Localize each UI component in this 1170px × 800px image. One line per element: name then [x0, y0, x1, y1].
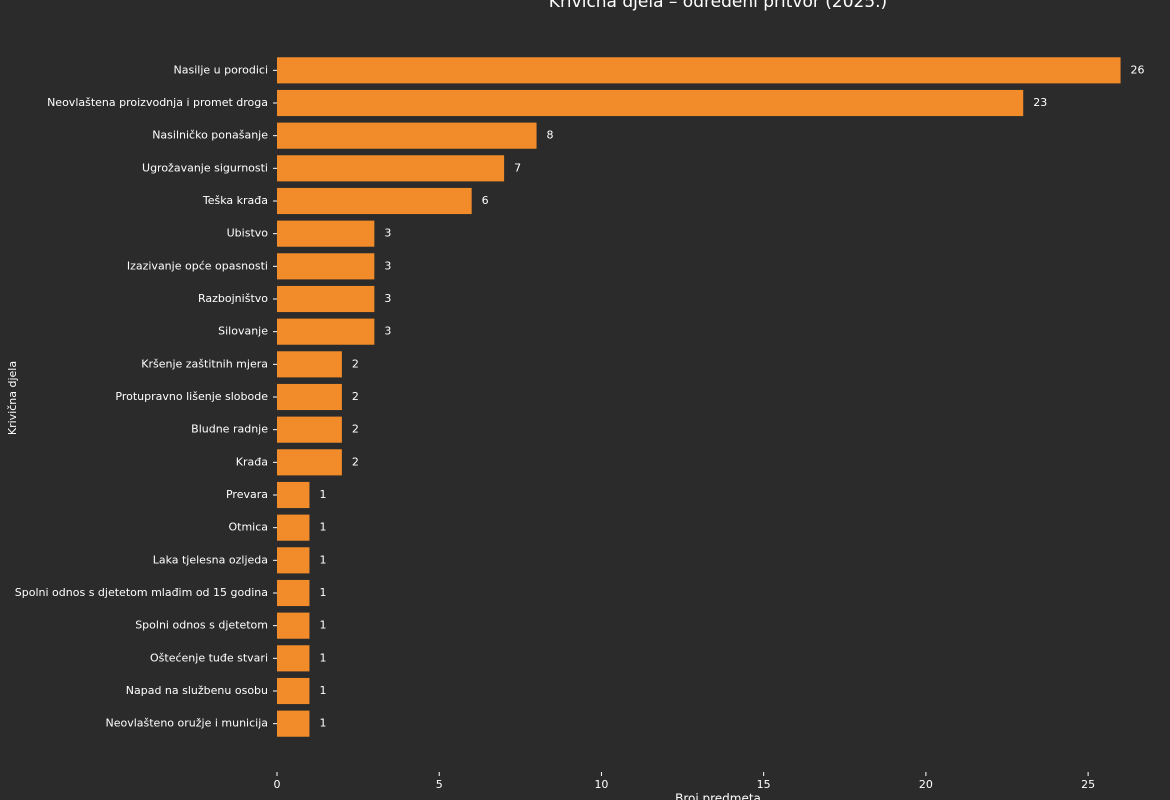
- value-label: 8: [547, 129, 554, 142]
- bar: [277, 579, 310, 607]
- value-label: 1: [319, 684, 326, 697]
- bar: [277, 122, 537, 149]
- bar: [277, 57, 1121, 84]
- bar: [277, 645, 310, 672]
- y-tick-label: Razbojništvo: [198, 292, 268, 305]
- x-tick-label: 25: [1081, 778, 1095, 791]
- y-tick-label: Bludne radnje: [191, 423, 268, 436]
- bar: [277, 285, 375, 313]
- value-label: 1: [319, 586, 326, 599]
- y-tick-label: Napad na službenu osobu: [126, 684, 268, 697]
- value-label: 1: [319, 717, 326, 730]
- y-tick-label: Krađa: [236, 455, 268, 468]
- bar: [277, 612, 310, 639]
- y-tick-label: Neovlaštena proizvodnja i promet droga: [47, 96, 268, 109]
- value-label: 26: [1131, 63, 1145, 76]
- value-label: 6: [482, 194, 489, 207]
- bar: [277, 481, 310, 509]
- y-tick-label: Oštećenje tuđe stvari: [150, 651, 268, 664]
- value-label: 3: [384, 259, 391, 272]
- bar: [277, 318, 375, 345]
- x-tick-label: 0: [274, 778, 281, 791]
- y-tick-label: Neovlašteno oružje i municija: [105, 717, 268, 730]
- y-tick-label: Spolni odnos s djetetom mlađim od 15 god…: [15, 586, 268, 599]
- value-label: 3: [384, 325, 391, 338]
- y-tick-label: Nasilničko ponašanje: [152, 129, 268, 142]
- value-label: 1: [319, 619, 326, 632]
- x-tick-label: 15: [757, 778, 771, 791]
- value-label: 2: [352, 423, 359, 436]
- value-label: 2: [352, 357, 359, 370]
- x-tick-label: 20: [919, 778, 933, 791]
- value-label: 1: [319, 521, 326, 534]
- bar: [277, 89, 1024, 117]
- bar: [277, 155, 505, 182]
- bar: [277, 383, 342, 411]
- value-label: 1: [319, 488, 326, 501]
- x-tick-label: 10: [594, 778, 608, 791]
- value-label: 1: [319, 651, 326, 664]
- y-axis-label: Krivična djela: [6, 361, 19, 435]
- y-tick-label: Nasilje u porodici: [174, 63, 268, 76]
- bar: [277, 677, 310, 705]
- bar: [277, 547, 310, 574]
- bar: [277, 187, 472, 215]
- value-label: 7: [514, 161, 521, 174]
- bar: [277, 710, 310, 737]
- y-tick-label: Ubistvo: [227, 227, 269, 240]
- value-label: 2: [352, 455, 359, 468]
- y-tick-label: Otmica: [228, 521, 268, 534]
- y-tick-label: Prevara: [226, 488, 268, 501]
- y-tick-label: Spolni odnos s djetetom: [135, 619, 268, 632]
- y-tick-label: Kršenje zaštitnih mjera: [141, 357, 268, 370]
- bar: [277, 514, 310, 541]
- x-axis-label: Broj predmeta: [675, 792, 761, 800]
- bar: [277, 449, 342, 476]
- y-tick-label: Silovanje: [218, 325, 268, 338]
- chart-title: Krivična djela – određeni pritvor (2025.…: [549, 0, 887, 12]
- bar: [277, 253, 375, 280]
- y-tick-label: Izazivanje opće opasnosti: [127, 259, 268, 272]
- value-label: 23: [1033, 96, 1047, 109]
- value-label: 2: [352, 390, 359, 403]
- y-tick-label: Laka tjelesna ozljeda: [153, 553, 268, 566]
- x-tick-label: 5: [436, 778, 443, 791]
- bar: [277, 220, 375, 247]
- bar: [277, 416, 342, 443]
- y-tick-label: Ugrožavanje sigurnosti: [142, 161, 268, 174]
- y-tick-label: Teška krađa: [202, 194, 268, 207]
- value-label: 1: [319, 553, 326, 566]
- bar: [277, 351, 342, 378]
- value-label: 3: [384, 292, 391, 305]
- value-label: 3: [384, 227, 391, 240]
- y-tick-label: Protupravno lišenje slobode: [115, 390, 268, 403]
